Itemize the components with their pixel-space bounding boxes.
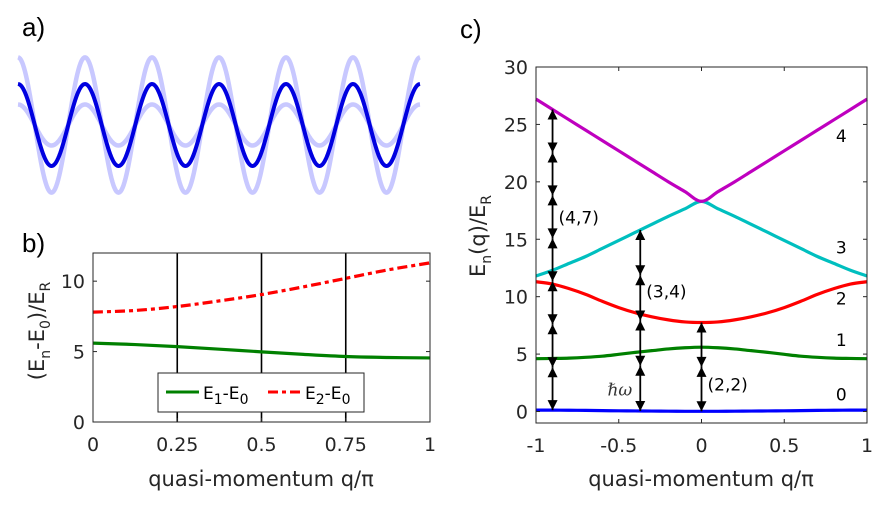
c-xtick-label: 0 — [695, 435, 707, 457]
arrowhead-down-icon — [547, 228, 558, 239]
band-label-2: 2 — [836, 290, 847, 310]
arrowhead-up-icon — [635, 229, 646, 240]
c-bands — [535, 97, 868, 413]
c-line-band-2 — [535, 280, 868, 325]
arrowhead-up-icon — [547, 195, 558, 206]
arrowhead-up-icon — [547, 281, 558, 292]
b-xtick-label: 1 — [424, 434, 436, 456]
c-ytick-label: 5 — [516, 344, 528, 366]
arrowhead-up-icon — [635, 365, 646, 376]
b-xtick-label: 0 — [87, 434, 99, 456]
panel-c-letter: c) — [460, 14, 482, 44]
panel-a-lattice — [16, 55, 422, 195]
band-label-4: 4 — [836, 127, 847, 147]
b-legend-box — [157, 372, 365, 413]
arrowhead-up-icon — [696, 366, 707, 377]
band-label-1: 1 — [836, 331, 847, 351]
b-xtick-label: 0.75 — [325, 434, 367, 456]
band-label-0: 0 — [836, 385, 847, 405]
arrowhead-down-icon — [635, 400, 646, 411]
arrowhead-down-icon — [635, 265, 646, 276]
transition-arrow-2: (2,2) — [696, 322, 748, 412]
arrowhead-up-icon — [547, 238, 558, 249]
c-x-axis-label: quasi-momentum q/π — [588, 467, 814, 491]
b-legend: E1-E0 E2-E0 — [157, 372, 365, 413]
c-ytick-label: 30 — [504, 57, 528, 79]
arrowhead-up-icon — [547, 152, 558, 163]
arrowhead-down-icon — [547, 400, 558, 411]
arrowhead-down-icon — [696, 356, 707, 367]
a-curve-deep-lattice — [16, 55, 422, 195]
c-band-labels: 0 1 2 3 4 — [836, 127, 847, 405]
c-ytick-label: 0 — [516, 402, 528, 424]
b-xtick-label: 0.5 — [246, 434, 276, 456]
b-line-E2-E0 — [92, 261, 431, 314]
c-ytick-label: 10 — [504, 287, 528, 309]
transition-label: (2,2) — [708, 376, 748, 396]
photon-energy-label: ℏω — [607, 381, 632, 401]
arrowhead-down-icon — [547, 357, 558, 368]
c-y-axis-label: En(q)/ER — [466, 195, 495, 277]
arrowhead-up-icon — [547, 324, 558, 335]
c-xtick-label: 0.5 — [769, 435, 799, 457]
c-xtick-label: 1 — [861, 435, 873, 457]
arrowhead-up-icon — [635, 320, 646, 331]
a-curve-mean-lattice — [17, 82, 421, 168]
panel-a-letter: a) — [22, 12, 45, 42]
c-transition-arrows: (4,7) (3,4) (2,2) ℏω — [547, 109, 748, 412]
legend-label-e1: E1-E0 — [203, 384, 248, 408]
b-ytick-label: 5 — [73, 342, 85, 364]
b-line-E1-E0 — [92, 341, 431, 360]
panel-b-letter: b) — [22, 228, 45, 258]
a-curve-shallow-lattice — [16, 102, 422, 148]
arrowhead-down-icon — [547, 271, 558, 282]
b-x-axis-label: quasi-momentum q/π — [148, 467, 374, 491]
transition-label: (4,7) — [559, 209, 599, 229]
arrowhead-down-icon — [635, 310, 646, 321]
b-series — [92, 261, 431, 360]
c-line-band-0 — [535, 408, 868, 413]
arrowhead-down-icon — [696, 401, 707, 412]
arrowhead-down-icon — [547, 142, 558, 153]
c-ytick-label: 15 — [504, 229, 528, 251]
c-xtick-label: -1 — [527, 435, 546, 457]
arrowhead-up-icon — [547, 367, 558, 378]
transition-arrow-0: (4,7) — [547, 109, 599, 411]
transition-label: (3,4) — [646, 283, 686, 303]
c-ytick-label: 20 — [504, 172, 528, 194]
c-xtick-label: -0.5 — [600, 435, 637, 457]
b-ytick-label: 0 — [73, 412, 85, 434]
c-ytick-label: 25 — [504, 114, 528, 136]
arrowhead-down-icon — [547, 314, 558, 325]
b-ytick-label: 10 — [61, 271, 85, 293]
arrowhead-up-icon — [547, 109, 558, 120]
arrowhead-down-icon — [547, 185, 558, 196]
arrowhead-up-icon — [635, 275, 646, 286]
c-line-band-4 — [535, 97, 868, 203]
panel-c-chart: (4,7)(3,4)(2,2)ℏω -1 -0.5 0 0.5 105101520253… — [466, 57, 873, 491]
arrowhead-down-icon — [635, 355, 646, 366]
legend-label-e2: E2-E0 — [305, 384, 350, 408]
transition-arrow-1: (3,4) — [635, 229, 687, 411]
band-label-3: 3 — [836, 238, 847, 258]
b-y-axis-label: (En-E0)/ER — [25, 282, 54, 381]
b-xtick-label: 0.25 — [156, 434, 198, 456]
arrowhead-up-icon — [696, 322, 707, 333]
